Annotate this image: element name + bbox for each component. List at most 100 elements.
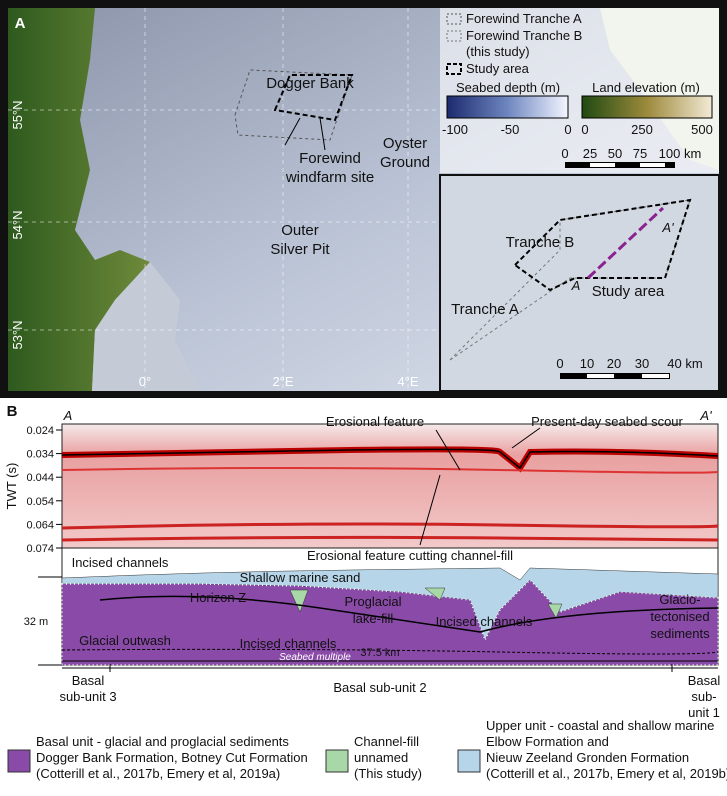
legend-text-line: Channel-fill [354,734,419,749]
legend-text: Study area [466,61,530,76]
y-tick-label: 0.024 [26,425,54,437]
colorbar-title: Seabed depth (m) [456,80,560,95]
sub-unit-label: Basal sub-unit 2 [333,680,426,695]
annotation: Present-day seabed scour [531,414,683,429]
colorbar-tick: -100 [442,122,468,137]
inset-label: A [571,278,581,293]
sub-unit-label: Basal sub-unit 3 [59,673,116,704]
annotation: Horizon Z [190,590,246,605]
annotation-line: Glacio- [659,592,700,607]
legend-text-line: Upper unit - coastal and shallow marine [486,718,714,733]
annotation: Erosional feature [326,414,424,429]
scale-label: 40 km [667,356,702,371]
interpretation-panel [38,547,719,672]
annotation: Incised channels [436,614,533,629]
latitude-label: 54°N [10,210,25,239]
annotation: Incised channels [72,555,169,570]
scale-label: 75 [633,146,647,161]
place-label-line: Outer [281,222,319,239]
legend-text-line: Basal unit - glacial and proglacial sedi… [36,734,289,749]
place-label: Dogger Bank [266,75,354,92]
thickness-label: 32 m [24,616,48,628]
legend-text: Basal unit - glacial and proglacial sedi… [36,734,308,781]
sub-unit-label-line: Basal [688,673,721,688]
legend [7,749,481,773]
legend-text-line: (Cotterill et al., 2017b, Emery et al, 2… [486,766,727,781]
annotation: Incised channels [240,636,337,651]
legend-text-line: Forewind Tranche B [466,28,582,43]
place-label: Forewind windfarm site [285,150,374,186]
legend-text-line: (this study) [466,44,530,59]
sub-unit-label: Basal sub-unit 1 [688,673,721,720]
sub-unit-label-line: Basal [72,673,105,688]
legend-text: Forewind Tranche B (this study) [466,28,582,59]
place-label-line: windfarm site [285,169,374,186]
y-tick-label: 0.034 [26,449,54,461]
axis-title: TWT (s) [4,463,19,510]
y-tick-label: 0.054 [26,496,54,508]
scale-label: 30 [635,356,649,371]
scale-label: 50 [608,146,622,161]
inset-label: A' [661,220,674,235]
place-label: Outer Silver Pit [270,222,330,258]
legend-text-line: Elbow Formation and [486,734,609,749]
annotation-line: lake-fill [353,611,394,626]
colorbar-tick: 0 [581,122,588,137]
legend-text-line: Dogger Bank Formation, Botney Cut Format… [36,750,308,765]
profile-end: A' [699,408,712,423]
annotation: Erosional feature cutting channel-fill [307,548,513,563]
scale-label: 10 [580,356,594,371]
legend-text: Upper unit - coastal and shallow marine E… [486,718,727,781]
annotation-line: sediments [650,626,710,641]
map [0,0,727,398]
colorbar-tick: 500 [691,122,713,137]
annotation: Glacio-tectonised sediments [650,592,710,641]
latitude-label: 53°N [10,320,25,349]
inset-label: Tranche A [451,301,519,318]
scale-label: 20 [607,356,621,371]
annotation: Seabed multiple [279,652,351,663]
legend-text: Forewind Tranche A [466,11,582,26]
y-tick-label: 0.044 [26,472,54,484]
place-label-line: Forewind [299,150,361,167]
legend-text-line: (This study) [354,766,422,781]
sub-unit-label-line: sub-unit 3 [59,689,116,704]
annotation-line: tectonised [650,609,709,624]
legend-text-line: (Cotterill et al., 2017b, Emery et al, 2… [36,766,280,781]
colorbar-title: Land elevation (m) [592,80,700,95]
distance-label: 37.5 km [360,647,399,659]
y-tick-label: 0.064 [26,519,54,531]
sub-unit-label-line: sub- [691,689,716,704]
longitude-label: 4°E [397,374,418,389]
place-label-line: Ground [380,154,430,171]
longitude-label: 2°E [272,374,293,389]
place-label: Oyster Ground [380,135,430,171]
panel-label: B [7,403,18,420]
seismic-panel [61,423,719,549]
legend-text: Channel-fill unnamed (This study) [354,734,422,781]
scale-label: 25 [583,146,597,161]
y-tick-label: 0.074 [26,543,54,555]
latitude-label: 55°N [10,100,25,129]
place-label-line: Silver Pit [270,241,330,258]
colorbar-tick: -50 [501,122,520,137]
scale-label: 0 [561,146,568,161]
inset-label: Tranche B [506,234,575,251]
annotation-line: Proglacial [344,594,401,609]
place-label-line: Oyster [383,135,427,152]
colorbar-tick: 0 [564,122,571,137]
annotation: Shallow marine sand [240,570,361,585]
legend-text-line: unnamed [354,750,408,765]
annotation: Proglacial lake-fill [344,594,401,626]
inset-label: Study area [592,283,665,300]
scale-label: 0 [556,356,563,371]
colorbar-tick: 250 [631,122,653,137]
annotation: Glacial outwash [79,633,171,648]
sub-unit-label-line: unit 1 [688,705,720,720]
legend-text-line: Nieuw Zeeland Gronden Formation [486,750,689,765]
scale-label: 100 km [659,146,702,161]
profile-end: A [63,408,73,423]
panel-label: A [15,15,26,32]
longitude-label: 0° [139,374,151,389]
